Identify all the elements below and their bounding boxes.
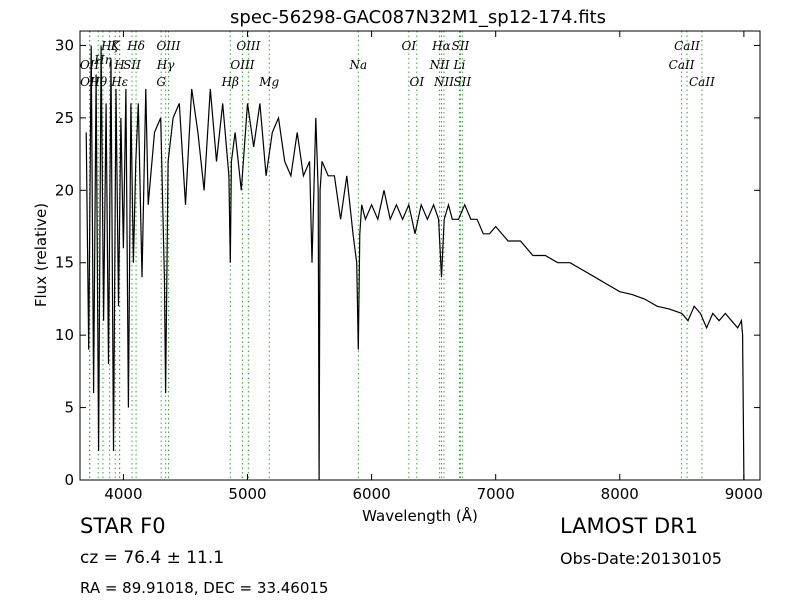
spectral-line-label: OI (402, 39, 417, 53)
spectral-line-label: Hζ (100, 39, 119, 53)
spectral-line-markers (89, 31, 703, 480)
spectral-line-label: OIII (236, 39, 260, 53)
x-axis-label: Wavelength (Å) (362, 506, 478, 525)
survey-name: LAMOST DR1 (560, 514, 699, 538)
y-tick-label: 15 (55, 254, 74, 272)
object-class: STAR F0 (80, 514, 166, 538)
x-tick-label: 6000 (353, 485, 391, 503)
spectrum-series (85, 45, 746, 480)
coordinates: RA = 89.91018, DEC = 33.46015 (80, 579, 329, 597)
y-tick-label: 10 (55, 326, 74, 344)
y-tick-label: 30 (55, 36, 74, 54)
spectral-line-label: NII (429, 58, 450, 72)
spectral-line-label: Hδ (126, 39, 145, 53)
y-tick-label: 5 (64, 399, 74, 417)
spectral-line-label: OI (409, 75, 424, 89)
spectral-line-label: OIII (230, 58, 254, 72)
spectral-line-label: CaII (674, 39, 700, 53)
spectral-line-label: NII (433, 75, 454, 89)
spectral-line-label: Li (453, 58, 466, 72)
y-axis-ticks: 0 5 10 15 20 25 30 (55, 36, 760, 489)
spectral-line-label: G (156, 75, 166, 89)
x-tick-label: 4000 (104, 485, 142, 503)
redshift-readout: cz = 76.4 ± 11.1 (80, 548, 225, 568)
spectral-line-label: SII (123, 58, 141, 72)
spectral-line-label: K (110, 39, 121, 53)
spectral-line-label: CaII (689, 75, 715, 89)
spectral-line-label: OII (80, 75, 100, 89)
spectral-line-label: Mg (258, 75, 279, 89)
plot-frame (79, 30, 761, 481)
spectral-line-label: Hε (110, 75, 128, 89)
spectral-line-label: SII (453, 75, 471, 89)
y-tick-label: 20 (55, 181, 74, 199)
spectral-line-label: Na (349, 58, 368, 72)
spectrum-line (85, 45, 746, 480)
x-tick-label: 7000 (477, 485, 515, 503)
y-axis-label: Flux (relative) (32, 203, 50, 307)
spectral-line-label: Hη (93, 53, 112, 67)
spectral-line-label: SII (452, 39, 470, 53)
spectral-line-label: Hγ (156, 58, 175, 72)
spectral-line-label: OII (80, 58, 100, 72)
chart-title: spec-56298-GAC087N32M1_sp12-174.fits (230, 7, 606, 28)
spectral-line-label: OIII (156, 39, 180, 53)
y-tick-label: 0 (64, 471, 74, 489)
y-tick-label: 25 (55, 109, 74, 127)
spectral-line-label: Hβ (221, 75, 239, 89)
spectral-line-label: CaII (669, 58, 695, 72)
x-tick-label: 8000 (601, 485, 639, 503)
spectral-line-label: Hθ (88, 75, 107, 89)
x-axis-ticks: 4000 5000 6000 7000 8000 9000 (104, 31, 763, 503)
spectral-line-label: H (113, 58, 125, 72)
spectral-line-labels: OIIOIIHθHηHζKHHεSIIHδGHγOIIIHβOIIIOIIIMg… (80, 39, 715, 89)
spectral-line-label: Hα (431, 39, 451, 53)
observation-date: Obs-Date:20130105 (560, 549, 722, 568)
x-tick-label: 9000 (725, 485, 763, 503)
x-tick-label: 5000 (228, 485, 266, 503)
